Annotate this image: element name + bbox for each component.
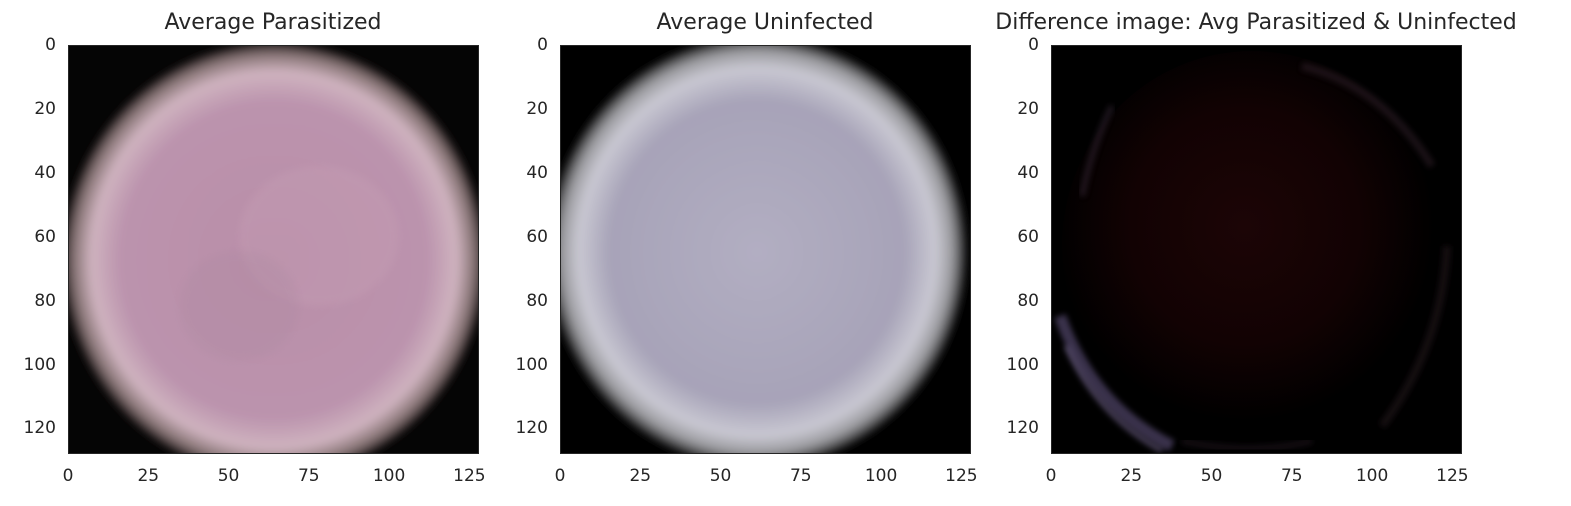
x-tick-label: 100 [372,466,406,486]
image-area [560,45,971,454]
chart-title: Average Uninfected [656,10,874,35]
average-parasitized-image [69,46,478,453]
x-tick-label: 75 [1280,466,1303,486]
x-tick-label: 125 [1436,466,1469,486]
y-tick-label: 40 [526,162,548,183]
x-tick-label: 0 [62,466,74,486]
y-tick-label: 80 [526,290,548,311]
difference-image [1052,46,1461,453]
x-tick-label: 75 [297,466,320,486]
x-tick-label: 25 [629,466,652,486]
y-tick-label: 0 [537,35,548,55]
x-tick-label: 50 [709,466,732,486]
x-tick-label: 25 [1120,466,1143,486]
panel-average-parasitized: Average Parasitized 0 20 40 60 80 100 120 0 25 5… [0,0,500,506]
x-tick-label: 100 [1355,466,1389,486]
x-tick-label: 50 [1200,466,1223,486]
y-tick-label: 120 [515,418,548,439]
y-tick-label: 100 [23,354,56,375]
x-tick-label: 75 [789,466,812,486]
x-tick-label: 25 [137,466,160,486]
image-area [68,45,479,454]
y-tick-label: 0 [45,35,56,55]
y-tick-label: 20 [526,98,548,119]
y-tick-label: 40 [1017,162,1039,183]
panel-difference-image: Difference image: Avg Parasitized & Unin… [983,0,1516,506]
y-tick-label: 60 [34,226,56,247]
y-tick-label: 120 [1006,418,1039,439]
x-tick-label: 50 [217,466,240,486]
image-area [1051,45,1462,454]
panel-average-uninfected: Average Uninfected 0 20 40 60 80 100 120 0 25 50… [492,0,992,506]
y-tick-label: 80 [1017,290,1039,311]
y-tick-label: 100 [515,354,548,375]
y-tick-label: 20 [34,98,56,119]
chart-title: Average Parasitized [164,10,382,35]
x-tick-label: 125 [453,466,486,486]
chart-title: Difference image: Avg Parasitized & Unin… [995,10,1517,35]
y-tick-label: 80 [34,290,56,311]
x-tick-label: 100 [864,466,898,486]
y-tick-label: 40 [34,162,56,183]
x-tick-label: 0 [1045,466,1057,486]
y-tick-label: 120 [23,418,56,439]
average-uninfected-image [561,46,970,453]
y-tick-label: 60 [526,226,548,247]
y-tick-label: 60 [1017,226,1039,247]
x-tick-label: 0 [554,466,566,486]
y-tick-label: 0 [1028,35,1039,55]
x-tick-label: 125 [945,466,978,486]
y-tick-label: 100 [1006,354,1039,375]
y-tick-label: 20 [1017,98,1039,119]
